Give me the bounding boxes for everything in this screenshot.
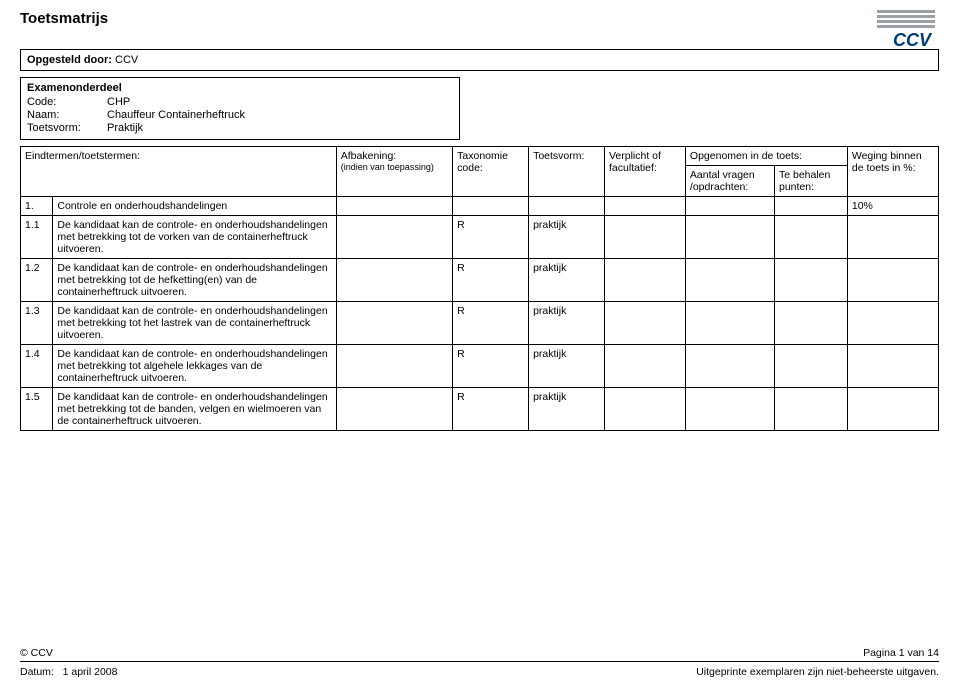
row-verp [604, 302, 685, 345]
row-weg [847, 216, 938, 259]
section-row: 1. Controle en onderhoudshandelingen 10% [21, 197, 939, 216]
row-tvorm: praktijk [529, 216, 605, 259]
toetsvorm-value: Praktijk [107, 122, 143, 134]
row-aant [685, 302, 774, 345]
table-row: 1.1De kandidaat kan de controle- en onde… [21, 216, 939, 259]
code-label: Code: [27, 96, 107, 108]
row-tax: R [453, 302, 529, 345]
row-tax: R [453, 259, 529, 302]
row-beh [774, 302, 847, 345]
section-title-cell: Controle en onderhoudshandelingen [53, 197, 336, 216]
row-verp [604, 345, 685, 388]
footer-date-value: 1 april 2008 [63, 666, 118, 678]
hdr-verp: Verplicht of facultatief: [604, 147, 685, 197]
row-tvorm: praktijk [529, 388, 605, 431]
footer-copyright: © CCV [20, 647, 53, 659]
table-row: 1.5De kandidaat kan de controle- en onde… [21, 388, 939, 431]
row-afb [336, 259, 452, 302]
naam-value: Chauffeur Containerheftruck [107, 109, 245, 121]
row-beh [774, 388, 847, 431]
row-beh [774, 259, 847, 302]
table-row: 1.2De kandidaat kan de controle- en onde… [21, 259, 939, 302]
row-tax: R [453, 388, 529, 431]
row-weg [847, 345, 938, 388]
row-desc: De kandidaat kan de controle- en onderho… [53, 216, 336, 259]
row-tvorm: praktijk [529, 302, 605, 345]
page-title: Toetsmatrijs [20, 10, 939, 27]
toetsvorm-label: Toetsvorm: [27, 122, 107, 134]
opgesteld-value: CCV [115, 54, 138, 66]
row-num: 1.3 [21, 302, 53, 345]
row-num: 1.2 [21, 259, 53, 302]
row-aant [685, 259, 774, 302]
row-tvorm: praktijk [529, 259, 605, 302]
opgesteld-label: Opgesteld door: [27, 54, 112, 66]
row-desc: De kandidaat kan de controle- en onderho… [53, 345, 336, 388]
hdr-opg: Opgenomen in de toets: [685, 147, 847, 166]
row-num: 1.4 [21, 345, 53, 388]
row-afb [336, 388, 452, 431]
row-beh [774, 345, 847, 388]
opgesteld-box: Opgesteld door: CCV [20, 49, 939, 71]
main-table: Eindtermen/toetstermen: Afbakening: (ind… [20, 146, 939, 431]
hdr-afb: Afbakening: (indien van toepassing) [336, 147, 452, 197]
row-desc: De kandidaat kan de controle- en onderho… [53, 302, 336, 345]
section-weight: 10% [847, 197, 938, 216]
hdr-beh: Te behalen punten: [774, 166, 847, 197]
row-desc: De kandidaat kan de controle- en onderho… [53, 388, 336, 431]
row-tax: R [453, 345, 529, 388]
footer: © CCV Pagina 1 van 14 Datum: 1 april 200… [20, 647, 939, 678]
row-afb [336, 345, 452, 388]
exam-title: Examenonderdeel [27, 82, 453, 94]
ccv-logo: CCV [871, 8, 941, 50]
hdr-eind: Eindtermen/toetstermen: [21, 147, 337, 197]
naam-label: Naam: [27, 109, 107, 121]
row-verp [604, 388, 685, 431]
row-beh [774, 216, 847, 259]
row-afb [336, 216, 452, 259]
table-row: 1.4De kandidaat kan de controle- en onde… [21, 345, 939, 388]
row-aant [685, 388, 774, 431]
hdr-afb-main: Afbakening: [341, 150, 448, 162]
hdr-weg: Weging binnen de toets in %: [847, 147, 938, 197]
footer-date-label: Datum: [20, 666, 54, 678]
hdr-aant: Aantal vragen /opdrachten: [685, 166, 774, 197]
row-verp [604, 216, 685, 259]
hdr-tax: Taxonomie code: [453, 147, 529, 197]
svg-text:CCV: CCV [893, 30, 933, 50]
row-verp [604, 259, 685, 302]
row-weg [847, 302, 938, 345]
section-num: 1. [21, 197, 53, 216]
row-num: 1.5 [21, 388, 53, 431]
row-desc: De kandidaat kan de controle- en onderho… [53, 259, 336, 302]
hdr-afb-sub: (indien van toepassing) [341, 162, 448, 172]
row-tvorm: praktijk [529, 345, 605, 388]
hdr-tvorm: Toetsvorm: [529, 147, 605, 197]
code-value: CHP [107, 96, 130, 108]
row-weg [847, 259, 938, 302]
row-aant [685, 216, 774, 259]
exam-box: Examenonderdeel Code:CHP Naam:Chauffeur … [20, 77, 460, 140]
row-afb [336, 302, 452, 345]
table-row: 1.3De kandidaat kan de controle- en onde… [21, 302, 939, 345]
row-aant [685, 345, 774, 388]
row-num: 1.1 [21, 216, 53, 259]
row-tax: R [453, 216, 529, 259]
footer-page: Pagina 1 van 14 [863, 647, 939, 659]
row-weg [847, 388, 938, 431]
footer-print-note: Uitgeprinte exemplaren zijn niet-beheers… [696, 666, 939, 678]
